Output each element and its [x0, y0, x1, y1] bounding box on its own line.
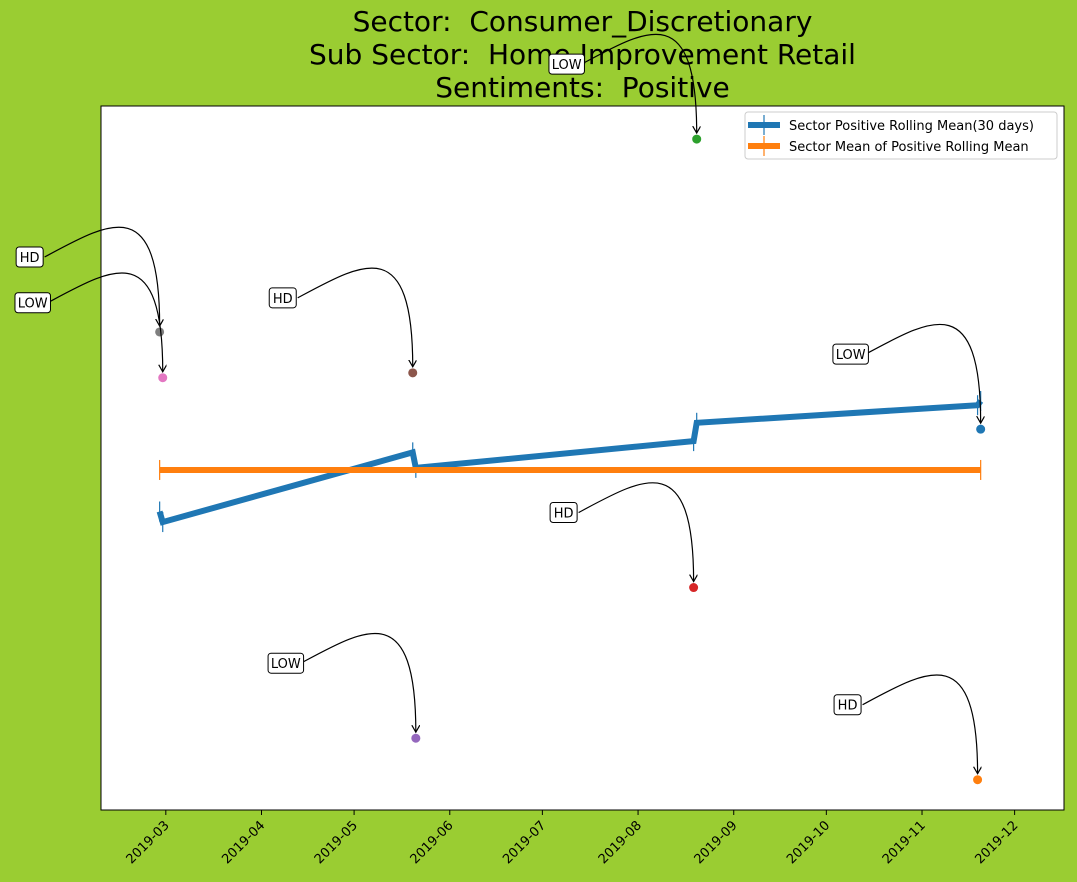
- annotation-arrow: [297, 267, 413, 367]
- annotation-label: LOW: [836, 348, 866, 363]
- annotation-box: [833, 694, 862, 716]
- x-tick-label: 2019-06: [408, 818, 457, 867]
- chart-title: Sector: Consumer_Discretionary Sub Secto…: [0, 5, 1077, 104]
- series-line-0: [156, 399, 984, 526]
- annotation-arrow: [44, 226, 160, 326]
- x-tick-label: 2019-05: [312, 818, 361, 867]
- annotation-hd: HD: [833, 674, 983, 785]
- annotation-label: LOW: [271, 657, 301, 672]
- x-tick-label: 2019-10: [784, 818, 833, 867]
- plot-area: [100, 105, 1065, 811]
- annotation-point: [408, 368, 418, 378]
- annotation-hd: HD: [268, 267, 418, 378]
- annotation-point: [976, 424, 986, 434]
- x-tick-label: 2019-09: [692, 818, 741, 867]
- annotation-point: [973, 775, 983, 785]
- annotation-arrow: [578, 482, 694, 582]
- annotation-low: LOW: [832, 323, 986, 434]
- annotation-hd: HD: [549, 482, 699, 593]
- annotation-arrow: [865, 323, 981, 423]
- annotation-box: [15, 246, 44, 268]
- annotation-low: LOW: [267, 633, 421, 743]
- title-line-sentiment: Sentiments: Positive: [435, 71, 730, 104]
- annotation-point: [689, 583, 699, 593]
- annotation-label: HD: [838, 699, 858, 714]
- annotation-arrow: [581, 33, 697, 133]
- x-tick-label: 2019-07: [500, 818, 549, 867]
- annotation-label: HD: [554, 507, 574, 522]
- annotation-low: LOW: [14, 272, 168, 383]
- annotation-arrow: [862, 674, 978, 774]
- annotation-hd: HD: [15, 226, 165, 337]
- legend-label: Sector Positive Rolling Mean(30 days): [789, 119, 1034, 134]
- annotation-box: [549, 502, 578, 524]
- x-tick-label: 2019-11: [880, 818, 929, 867]
- annotation-point: [158, 373, 168, 383]
- x-tick-label: 2019-12: [972, 818, 1021, 867]
- annotation-box: [548, 53, 585, 75]
- annotation-arrow: [47, 272, 163, 372]
- x-tick-label: 2019-04: [219, 818, 268, 867]
- annotation-point: [411, 733, 421, 743]
- annotation-label: HD: [20, 251, 40, 266]
- title-line-subsector: Sub Sector: Home Improvement Retail: [309, 38, 856, 71]
- legend-label: Sector Mean of Positive Rolling Mean: [789, 140, 1029, 155]
- x-tick-label: 2019-08: [596, 818, 645, 867]
- annotation-low: LOW: [548, 33, 702, 144]
- annotation-box: [832, 343, 869, 365]
- annotation-box: [14, 292, 51, 314]
- annotation-label: HD: [273, 292, 293, 307]
- annotation-arrow: [300, 633, 416, 732]
- legend-box: [744, 111, 1058, 160]
- annotation-point: [155, 327, 165, 337]
- annotation-label: LOW: [552, 58, 582, 73]
- annotation-box: [267, 652, 305, 674]
- annotation-box: [268, 287, 297, 309]
- annotation-point: [692, 134, 702, 144]
- x-tick-label: 2019-03: [124, 818, 173, 867]
- title-line-sector: Sector: Consumer_Discretionary: [352, 5, 813, 38]
- annotation-label: LOW: [18, 297, 48, 312]
